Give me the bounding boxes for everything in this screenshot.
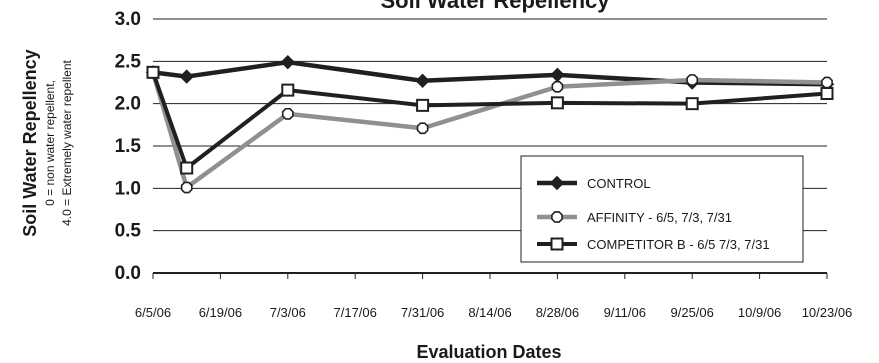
y-axis-sublabel-2: 4.0 = Extremely water repellent [60,59,74,225]
data-point-2-0 [146,65,160,79]
chart-title: Soil Water Repellency [380,0,610,13]
data-point-1-2 [281,107,294,120]
x-tick-label: 8/14/06 [468,305,511,320]
x-tick-label: 7/31/06 [401,305,444,320]
y-tick-label: 0.5 [115,221,142,242]
data-point-0-2 [280,54,296,70]
y-tick-label: 1.5 [115,136,142,157]
legend-marker-2 [550,237,564,251]
data-point-0-3 [415,73,430,89]
y-tick-label: 2.5 [115,51,142,72]
y-tick-label: 0.0 [115,263,141,284]
x-tick-label: 10/9/06 [738,305,781,320]
legend-entry-1: AFFINITY - 6/5, 7/3, 7/31 [537,210,732,225]
x-tick-label: 8/28/06 [536,305,579,320]
legend-label-2: COMPETITOR B - 6/5 7/3, 7/31 [587,237,770,252]
y-tick-labels: 0.0 0.5 1.0 1.5 2.0 2.5 3.0 [115,9,142,284]
series-layer [145,54,835,194]
y-tick-label: 1.0 [115,178,141,199]
data-point-1-4 [551,80,564,93]
x-tick-label: 9/25/06 [671,305,714,320]
x-tick-label: 9/11/06 [604,305,646,320]
y-axis-sublabel-group-2: 4.0 = Extremely water repellent [60,59,74,225]
data-point-0-4 [550,67,565,83]
x-axis: 6/5/06 6/19/06 7/3/06 7/17/06 7/31/06 8/14/06… [135,273,852,320]
legend: CONTROL AFFINITY - 6/5, 7/3, 7/31 COMPETIT… [520,155,804,263]
series-2 [146,65,834,175]
data-point-2-3 [416,98,430,112]
data-point-1-3 [416,122,429,135]
data-point-1-5 [686,74,699,86]
legend-label-0: CONTROL [587,176,651,191]
legend-entry-2: COMPETITOR B - 6/5 7/3, 7/31 [537,237,770,252]
legend-label-1: AFFINITY - 6/5, 7/3, 7/31 [587,210,732,225]
series-line-2 [151,71,828,171]
data-point-2-4 [550,96,564,110]
y-axis-label-group: Soil Water Repellency [20,49,40,236]
x-tick-label: 6/19/06 [199,305,242,320]
y-tick-label: 2.0 [115,94,141,115]
y-axis-label: Soil Water Repellency [20,49,40,236]
legend-entry-0: CONTROL [537,175,651,191]
x-tick-label: 7/17/06 [334,305,377,320]
legend-marker-1 [551,211,563,223]
data-point-0-1 [179,69,194,84]
x-tick-label: 10/23/06 [802,305,853,320]
x-axis-label: Evaluation Dates [416,342,561,362]
y-axis-sublabel-group: 0 = non water repellent, [43,80,57,206]
y-axis-sublabel-1: 0 = non water repellent, [43,80,57,206]
x-tick-label: 6/5/06 [135,305,171,320]
data-point-1-1 [180,181,193,194]
legend-marker-0 [549,175,565,191]
x-tick-label: 7/3/06 [270,305,306,320]
data-point-2-2 [281,83,295,97]
data-point-1-6 [821,76,833,89]
y-tick-label: 3.0 [115,9,141,30]
data-point-2-6 [820,87,834,101]
data-point-2-1 [180,161,194,175]
data-point-2-5 [685,97,699,111]
